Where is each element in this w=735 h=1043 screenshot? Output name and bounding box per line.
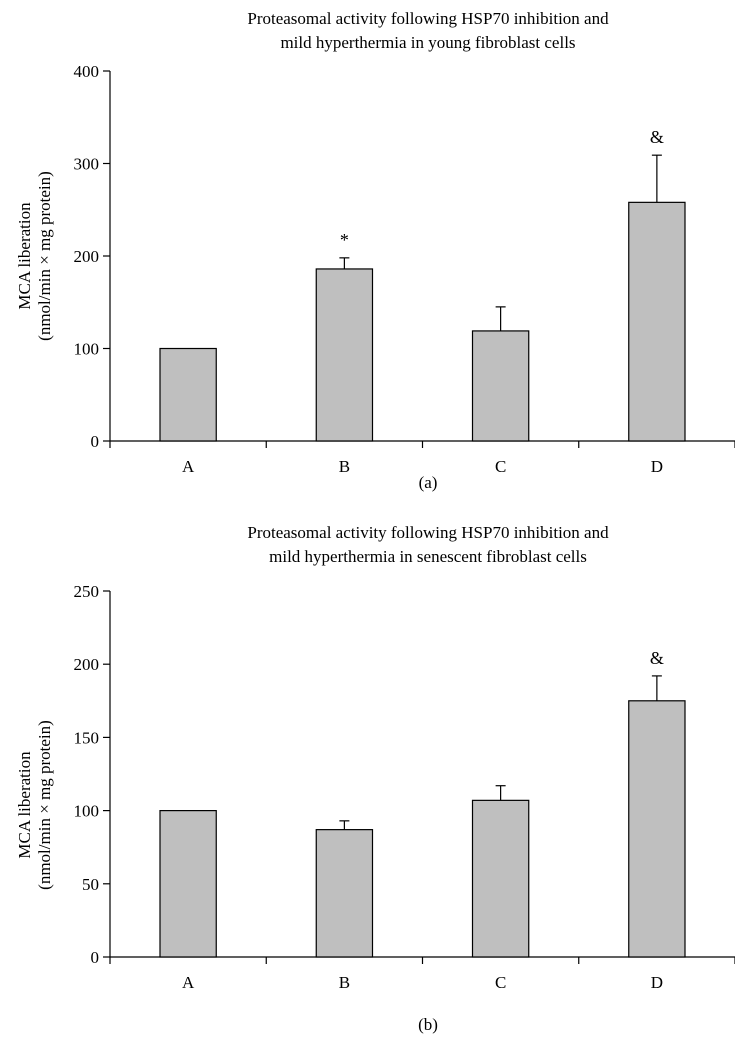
bar (629, 701, 685, 957)
y-tick-label: 100 (74, 340, 100, 359)
y-tick-label: 0 (91, 432, 100, 451)
chart-title-line1: Proteasomal activity following HSP70 inh… (247, 9, 609, 28)
y-tick-label: 250 (74, 582, 100, 601)
bar (316, 269, 372, 441)
bar (629, 202, 685, 441)
x-tick-label: A (182, 457, 195, 476)
chart-panel-b: Proteasomal activity following HSP70 inh… (0, 510, 735, 1038)
x-tick-label: D (651, 457, 663, 476)
plot-area: 0 50 100 150 200 250 A B C & D (74, 582, 735, 992)
y-axis-label-line1: MCA liberation (15, 751, 34, 859)
chart-title-line2: mild hyperthermia in young fibroblast ce… (280, 33, 575, 52)
y-tick-label: 100 (74, 802, 100, 821)
chart-a-svg: Proteasomal activity following HSP70 inh… (0, 0, 735, 500)
y-tick-label: 50 (82, 875, 99, 894)
significance-annotation: & (650, 127, 664, 147)
bar (160, 811, 216, 957)
x-tick-label: D (651, 973, 663, 992)
y-tick-label: 200 (74, 247, 100, 266)
chart-b-svg: Proteasomal activity following HSP70 inh… (0, 510, 735, 1038)
bar (160, 349, 216, 442)
x-tick-label: A (182, 973, 195, 992)
y-tick-label: 400 (74, 62, 100, 81)
x-tick-label: B (339, 973, 350, 992)
panel-label: (b) (418, 1015, 438, 1034)
plot-area: 0 100 200 300 400 A * B C & D (74, 62, 735, 476)
y-tick-label: 0 (91, 948, 100, 967)
bar (316, 830, 372, 957)
x-tick-label: C (495, 457, 506, 476)
panel-label: (a) (419, 473, 438, 492)
chart-title-line2: mild hyperthermia in senescent fibroblas… (269, 547, 587, 566)
x-tick-label: B (339, 457, 350, 476)
y-axis-label-line1: MCA liberation (15, 202, 34, 310)
y-axis-label-line2: (nmol/min × mg protein) (35, 720, 54, 890)
y-tick-label: 150 (74, 728, 100, 747)
significance-annotation: & (650, 648, 664, 668)
significance-annotation: * (340, 230, 349, 250)
chart-title-line1: Proteasomal activity following HSP70 inh… (247, 523, 609, 542)
y-tick-label: 200 (74, 655, 100, 674)
y-tick-label: 300 (74, 155, 100, 174)
chart-panel-a: Proteasomal activity following HSP70 inh… (0, 0, 735, 500)
bar (473, 800, 529, 957)
y-axis-label-line2: (nmol/min × mg protein) (35, 171, 54, 341)
x-tick-label: C (495, 973, 506, 992)
bar (473, 331, 529, 441)
